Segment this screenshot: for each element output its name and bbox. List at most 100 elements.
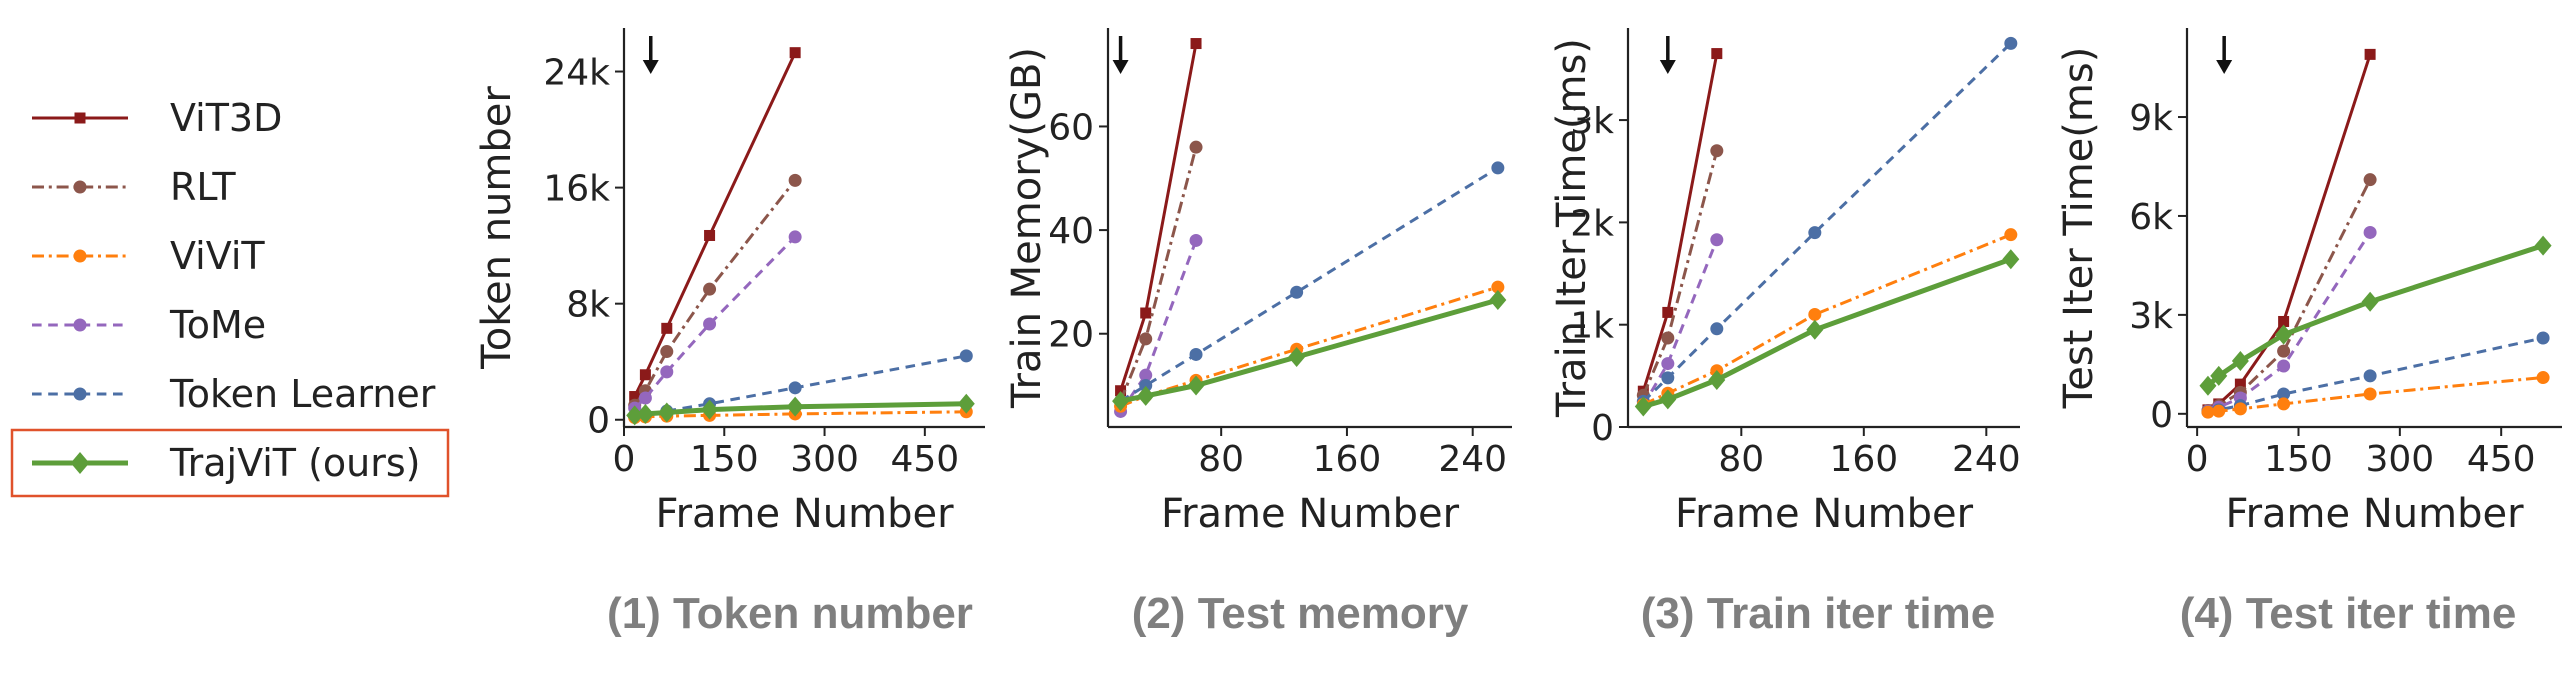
y-tick-label: 0 bbox=[587, 401, 610, 442]
x-axis-label: Frame Number bbox=[655, 491, 954, 537]
data-point-rlt bbox=[2363, 173, 2377, 187]
data-point-rlt bbox=[703, 282, 717, 296]
series-line-vivit bbox=[1642, 233, 2012, 406]
legend-label: ViViT bbox=[170, 234, 265, 278]
data-point-trajvit-ours bbox=[957, 393, 975, 414]
data-point-vit3d bbox=[661, 322, 673, 334]
series-line-rlt bbox=[1641, 150, 1719, 396]
series-vit3d bbox=[629, 47, 801, 403]
series-token-learner bbox=[1636, 36, 2018, 408]
data-point-vit3d bbox=[1711, 48, 1723, 60]
legend-marker-rlt bbox=[73, 180, 87, 194]
down-arrow-icon bbox=[642, 60, 659, 74]
x-tick-label: 300 bbox=[790, 439, 859, 480]
down-arrow-icon bbox=[2216, 60, 2233, 74]
data-point-trajvit-ours bbox=[1187, 375, 1205, 396]
data-point-rlt bbox=[1661, 331, 1675, 345]
series-rlt bbox=[1636, 144, 1724, 402]
x-tick-label: 450 bbox=[2467, 439, 2536, 480]
x-tick-label: 150 bbox=[690, 439, 759, 480]
legend-label: ViT3D bbox=[170, 96, 282, 140]
data-point-vit3d bbox=[2364, 48, 2376, 60]
y-axis-label: Token number bbox=[474, 86, 520, 370]
data-point-vivit bbox=[2277, 397, 2291, 411]
y-tick-label: 20 bbox=[1048, 315, 1094, 356]
legend-item-vivit: ViViT bbox=[32, 234, 265, 278]
data-point-trajvit-ours bbox=[2361, 291, 2379, 312]
chart-panel-2: 20 40 60 80 160 240 Frame Number Train Memory(G… bbox=[1004, 28, 1512, 638]
y-axis-label: Train Memory(GB) bbox=[1004, 47, 1050, 409]
legend: ViT3D RLT ViViT ToMe Token Learner TrajViT (o… bbox=[10, 96, 450, 498]
data-point-vit3d bbox=[1140, 307, 1152, 319]
data-point-vivit bbox=[2536, 371, 2550, 385]
data-point-token-learner bbox=[2363, 369, 2377, 383]
series-tome bbox=[628, 230, 802, 415]
y-axis-label: Test Iter Time(ms) bbox=[2056, 47, 2102, 410]
data-point-vit3d bbox=[1115, 385, 1127, 397]
x-tick-label: 150 bbox=[2264, 439, 2333, 480]
series-vivit bbox=[1114, 280, 1505, 413]
data-point-trajvit-ours bbox=[2534, 235, 2552, 256]
data-point-vivit bbox=[1808, 307, 1822, 321]
data-point-tome bbox=[1661, 357, 1675, 371]
y-tick-label: 8k bbox=[566, 285, 610, 326]
x-tick-label: 450 bbox=[890, 439, 959, 480]
data-point-trajvit-ours bbox=[2231, 351, 2249, 372]
data-point-vit3d bbox=[639, 369, 651, 381]
legend-label: Token Learner bbox=[169, 372, 436, 416]
legend-item-tome: ToMe bbox=[32, 303, 266, 347]
legend-marker-token-learner bbox=[73, 387, 87, 401]
data-point-token-learner bbox=[1189, 347, 1203, 361]
data-point-tome bbox=[2363, 225, 2377, 239]
legend-item-rlt: RLT bbox=[32, 165, 236, 209]
data-point-trajvit-ours bbox=[2199, 375, 2217, 396]
panel-title: (1) Token number bbox=[607, 589, 973, 638]
panel-title: (4) Test iter time bbox=[2180, 589, 2517, 638]
legend-item-token-learner: Token Learner bbox=[32, 372, 436, 416]
data-point-token-learner bbox=[788, 381, 802, 395]
y-tick-label: 3k bbox=[1570, 101, 1614, 142]
y-tick-label: 24k bbox=[543, 53, 610, 94]
series-vit3d bbox=[2202, 48, 2376, 416]
data-point-vit3d bbox=[1190, 38, 1202, 50]
series-token-learner bbox=[1114, 161, 1505, 408]
x-tick-label: 0 bbox=[613, 439, 636, 480]
data-point-trajvit-ours bbox=[1806, 319, 1824, 340]
data-point-tome bbox=[703, 317, 717, 331]
data-point-trajvit-ours bbox=[786, 396, 804, 417]
data-point-trajvit-ours bbox=[636, 403, 654, 424]
data-point-tome bbox=[1189, 233, 1203, 247]
series-line-trajvit-ours bbox=[1642, 256, 2012, 409]
data-point-tome bbox=[638, 391, 652, 405]
series-vit3d bbox=[1637, 48, 1723, 397]
x-axis-label: Frame Number bbox=[2225, 491, 2524, 537]
x-axis-label: Frame Number bbox=[1675, 491, 1974, 537]
legend-item-trajvit-ours: TrajViT (ours) bbox=[10, 428, 450, 498]
data-point-token-learner bbox=[1290, 285, 1304, 299]
data-point-vivit bbox=[2212, 404, 2226, 418]
series-trajvit-ours bbox=[626, 393, 975, 426]
series-trajvit-ours bbox=[1112, 290, 1507, 412]
series-tome bbox=[1114, 233, 1203, 418]
data-point-tome bbox=[1139, 368, 1153, 382]
data-point-trajvit-ours bbox=[701, 399, 719, 420]
data-point-vit3d bbox=[704, 229, 716, 241]
legend-highlight-box bbox=[10, 428, 450, 498]
data-point-trajvit-ours bbox=[2275, 324, 2293, 345]
legend-marker-vivit bbox=[73, 249, 87, 263]
down-arrow-icon bbox=[1659, 60, 1676, 74]
y-tick-label: 2k bbox=[1570, 203, 1614, 244]
data-point-rlt bbox=[1139, 332, 1153, 346]
data-point-vivit bbox=[2363, 387, 2377, 401]
series-line-tome bbox=[1642, 239, 1719, 407]
legend-marker-vit3d bbox=[74, 112, 86, 124]
data-point-vit3d bbox=[2234, 378, 2246, 390]
series-vit3d bbox=[1115, 38, 1202, 397]
data-point-trajvit-ours bbox=[1659, 389, 1677, 410]
legend-marker-trajvit-ours bbox=[70, 452, 90, 474]
y-tick-label: 16k bbox=[543, 169, 610, 210]
chart-panel-1: 0 8k 16k 24k 0 150 300 450 Frame Number Token num… bbox=[474, 28, 985, 638]
data-point-trajvit-ours bbox=[2210, 365, 2228, 386]
y-tick-label: 1k bbox=[1570, 306, 1614, 347]
x-tick-label: 300 bbox=[2365, 439, 2434, 480]
